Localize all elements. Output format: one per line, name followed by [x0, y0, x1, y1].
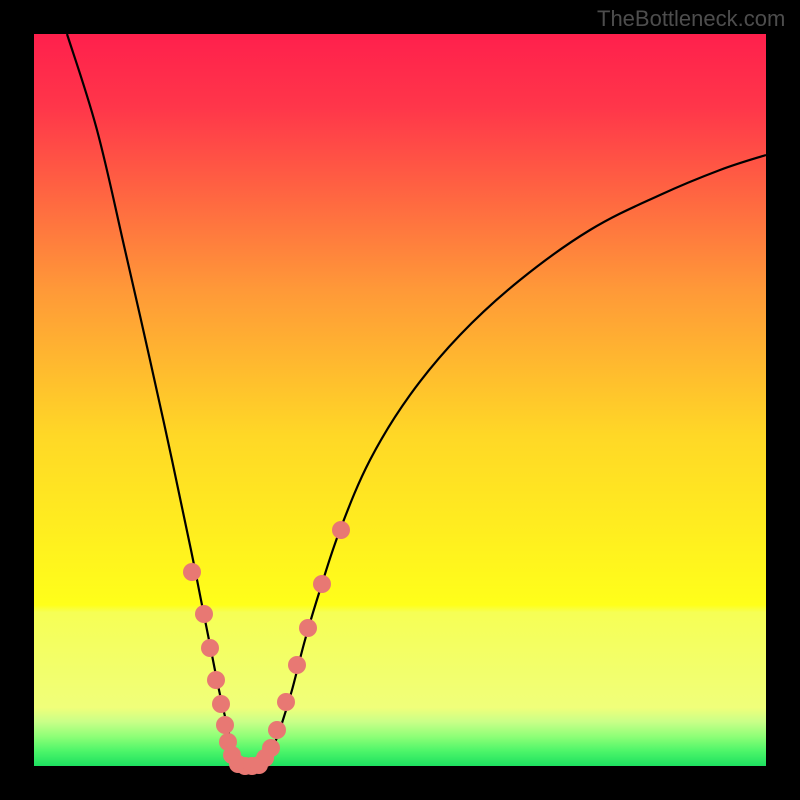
- data-marker: [299, 619, 317, 637]
- data-marker: [313, 575, 331, 593]
- data-marker: [212, 695, 230, 713]
- data-marker: [262, 739, 280, 757]
- data-marker: [288, 656, 306, 674]
- data-marker: [207, 671, 225, 689]
- data-marker: [216, 716, 234, 734]
- data-marker: [201, 639, 219, 657]
- curve-overlay: [0, 0, 800, 800]
- bottleneck-curve: [67, 34, 766, 766]
- data-marker: [332, 521, 350, 539]
- data-marker: [195, 605, 213, 623]
- data-marker: [277, 693, 295, 711]
- data-marker: [183, 563, 201, 581]
- data-marker: [268, 721, 286, 739]
